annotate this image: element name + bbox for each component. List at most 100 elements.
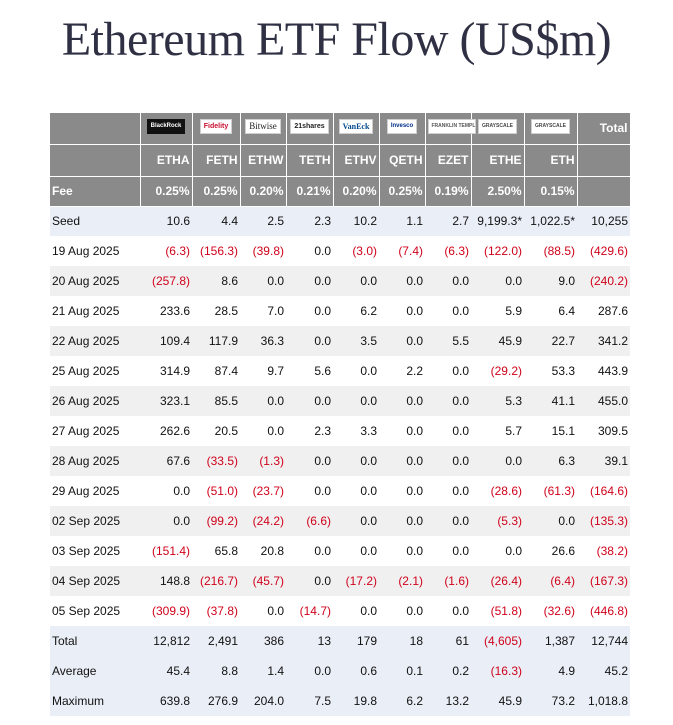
flow-value-cell: (4,605): [471, 626, 524, 656]
flow-value-cell: 0.0: [425, 296, 471, 326]
flow-value-cell: 26.6: [524, 536, 577, 566]
flow-value-cell: (14.7): [286, 596, 333, 626]
flow-value-cell: (33.5): [192, 446, 240, 476]
total-header: Total: [577, 113, 631, 145]
fee-label: Fee: [50, 176, 141, 207]
table-row: 22 Aug 2025 109.4 117.9 36.3 0.0 3.5 0.0 5.5 45.…: [50, 326, 630, 356]
ticker-cell: ETH: [524, 144, 578, 177]
row-total-cell: (164.6): [577, 476, 630, 506]
flow-value-cell: (122.0): [471, 236, 524, 266]
flow-value-cell: 0.0: [471, 446, 524, 476]
ticker-cell: EZET: [425, 144, 472, 177]
flow-value-cell: (6.4): [524, 566, 577, 596]
row-total-cell: (38.2): [577, 536, 630, 566]
flow-value-cell: 0.0: [286, 476, 333, 506]
flow-value-cell: (45.7): [240, 566, 286, 596]
flow-value-cell: 0.6: [333, 656, 379, 686]
flow-value-cell: 262.6: [140, 416, 192, 446]
ticker-row: ETHA FETH ETHW TETH ETHV QETH EZET ETHE ETH: [50, 144, 631, 177]
issuer-logo: Invesco: [386, 119, 418, 135]
flow-value-cell: 6.2: [379, 686, 425, 716]
flow-value-cell: 73.2: [524, 686, 577, 716]
flow-value-cell: 0.0: [524, 506, 577, 536]
etf-flow-table: BlackRock Fidelity Bitwise 21shares VanEck In…: [50, 113, 631, 716]
table-row: 04 Sep 2025 148.8 (216.7) (45.7) 0.0 (17.2) (2…: [50, 566, 630, 596]
fee-cell: 0.15%: [524, 176, 578, 207]
fee-cell: 2.50%: [471, 176, 525, 207]
flow-value-cell: 0.1: [379, 656, 425, 686]
flow-value-cell: 3.5: [333, 326, 379, 356]
ticker-blank-cell: [50, 144, 141, 177]
flow-value-cell: (23.7): [240, 476, 286, 506]
flow-value-cell: 1.4: [240, 656, 286, 686]
issuer-logo-cell: FRANKLIN TEMPLETON: [425, 113, 476, 145]
flow-value-cell: 5.7: [471, 416, 524, 446]
flow-value-cell: 0.0: [425, 476, 471, 506]
ticker-cell: ETHV: [333, 144, 380, 177]
flow-value-cell: 0.0: [240, 386, 286, 416]
flow-value-cell: 0.0: [240, 416, 286, 446]
flow-value-cell: (29.2): [471, 356, 524, 386]
issuer-logo: VanEck: [338, 119, 374, 135]
row-total-cell: (135.3): [577, 506, 630, 536]
flow-value-cell: 4.4: [192, 206, 240, 236]
flow-value-cell: 0.0: [286, 566, 333, 596]
flow-value-cell: 0.0: [379, 446, 425, 476]
flow-value-cell: (17.2): [333, 566, 379, 596]
row-label: 21 Aug 2025: [50, 296, 140, 326]
row-total-cell: (167.3): [577, 566, 630, 596]
ticker-cell: TETH: [286, 144, 334, 177]
table-row: 02 Sep 2025 0.0 (99.2) (24.2) (6.6) 0.0 0.0 0.0…: [50, 506, 630, 536]
row-total-cell: 443.9: [577, 356, 630, 386]
issuer-logo-cell: Bitwise: [240, 113, 287, 145]
flow-value-cell: 0.0: [333, 446, 379, 476]
table-row: 20 Aug 2025 (257.8) 8.6 0.0 0.0 0.0 0.0 0.0 0.0 9…: [50, 266, 630, 296]
flow-value-cell: 0.0: [425, 446, 471, 476]
flow-value-cell: 0.0: [425, 416, 471, 446]
flow-value-cell: (88.5): [524, 236, 577, 266]
flow-value-cell: 20.5: [192, 416, 240, 446]
flow-value-cell: 0.0: [333, 356, 379, 386]
flow-value-cell: 5.6: [286, 356, 333, 386]
flow-value-cell: 117.9: [192, 326, 240, 356]
row-total-cell: 12,744: [577, 626, 630, 656]
flow-value-cell: 0.0: [379, 386, 425, 416]
flow-value-cell: 3.3: [333, 416, 379, 446]
flow-value-cell: 45.4: [140, 656, 192, 686]
flow-value-cell: 5.9: [471, 296, 524, 326]
ticker-cell: ETHA: [140, 144, 193, 177]
flow-value-cell: 1,022.5*: [524, 206, 577, 236]
flow-value-cell: (7.4): [379, 236, 425, 266]
flow-value-cell: 0.0: [425, 356, 471, 386]
flow-value-cell: 5.5: [425, 326, 471, 356]
flow-value-cell: 0.0: [425, 266, 471, 296]
flow-value-cell: (99.2): [192, 506, 240, 536]
row-label: 25 Aug 2025: [50, 356, 140, 386]
flow-value-cell: 204.0: [240, 686, 286, 716]
flow-value-cell: 2.7: [425, 206, 471, 236]
fee-cell: 0.25%: [192, 176, 241, 207]
flow-value-cell: 85.5: [192, 386, 240, 416]
flow-value-cell: 0.0: [286, 266, 333, 296]
flow-value-cell: (61.3): [524, 476, 577, 506]
fee-cell: 0.19%: [425, 176, 472, 207]
issuer-logo: GRAYSCALE: [478, 119, 517, 135]
fee-cell: 0.20%: [333, 176, 380, 207]
flow-value-cell: 0.0: [379, 596, 425, 626]
flow-value-cell: (156.3): [192, 236, 240, 266]
row-label: 02 Sep 2025: [50, 506, 140, 536]
flow-value-cell: 10.2: [333, 206, 379, 236]
flow-value-cell: 0.0: [333, 506, 379, 536]
table-row: 27 Aug 2025 262.6 20.5 0.0 2.3 3.3 0.0 0.0 5.7 15…: [50, 416, 630, 446]
flow-value-cell: 10.6: [140, 206, 192, 236]
flow-value-cell: 2.3: [286, 416, 333, 446]
flow-value-cell: 5.3: [471, 386, 524, 416]
flow-value-cell: (1.6): [425, 566, 471, 596]
flow-value-cell: 53.3: [524, 356, 577, 386]
row-label: 28 Aug 2025: [50, 446, 140, 476]
row-total-cell: (446.8): [577, 596, 630, 626]
issuer-logo: GRAYSCALE: [531, 119, 570, 135]
flow-value-cell: 13: [286, 626, 333, 656]
row-label: 05 Sep 2025: [50, 596, 140, 626]
flow-value-cell: (2.1): [379, 566, 425, 596]
